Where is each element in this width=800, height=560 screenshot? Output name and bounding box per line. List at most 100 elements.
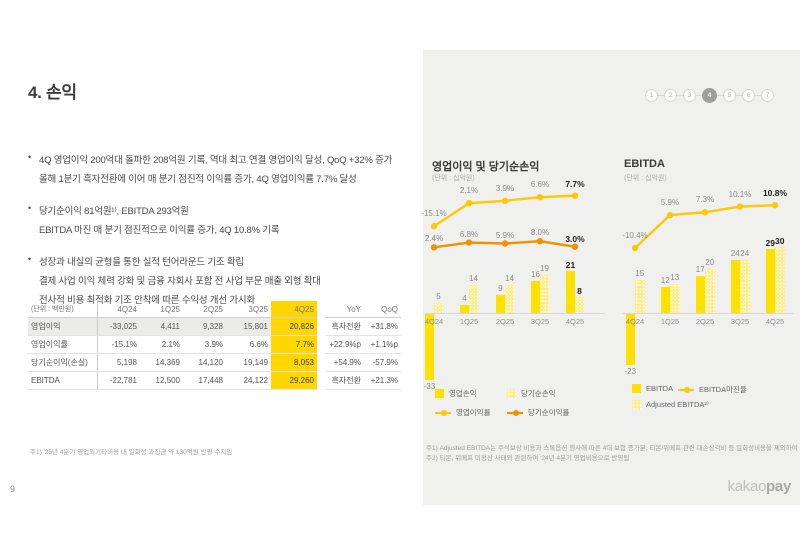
x-axis-label: 1Q25 <box>459 317 479 326</box>
footnote-line: 주1) Adjusted EBITDA는 주식보상 비용과 스톡옵션 행사에 따… <box>426 445 800 452</box>
chart-title: 영업이익 및 당기순손익 <box>432 161 540 173</box>
legend-label: 영업이익률 <box>456 408 491 417</box>
value-cell: 20,826 <box>271 317 317 336</box>
bar-2Q25 <box>505 285 514 313</box>
orange-line-marker-icon <box>507 409 523 416</box>
bar-value-label: 24 <box>730 249 740 259</box>
financial-table: (단위 : 백만원) 4Q24 1Q25 2Q25 3Q25 4Q25 YoY QoQ 영업이익… <box>28 301 401 390</box>
value-cell: 17,448 <box>183 371 226 390</box>
bullet-line: 당기순이익 81억원¹⁾, EBITDA 293억원 <box>39 206 189 217</box>
line-point-label: 2.1% <box>459 186 479 196</box>
legend-label: EBITDA마진율 <box>699 385 747 394</box>
bullet-line: EBITDA 마진 매 분기 점진적으로 이익률 증가, 4Q 10.8% 기록 <box>39 225 280 236</box>
value-cell: -33,025 <box>96 317 140 336</box>
legend-label: 당기순손익 <box>521 389 556 398</box>
table-spacer <box>317 318 326 336</box>
pagination-connector <box>696 95 702 96</box>
bar-value-label: 13 <box>670 273 680 283</box>
pagination-dot-6[interactable]: 6 <box>742 89 755 102</box>
bar-value-label: 19 <box>540 264 549 273</box>
column-header: QoQ <box>364 301 401 318</box>
line-point-label: 7.7% <box>565 178 585 189</box>
bar-4Q25 <box>775 247 785 313</box>
table-spacer <box>317 336 326 354</box>
table-spacer <box>317 354 326 372</box>
solid-bar-swatch-icon <box>632 384 641 393</box>
qoq-cell: +1.1%p <box>364 335 401 354</box>
pattern-bar-swatch-icon <box>507 389 516 398</box>
pagination-dot-1[interactable]: 1 <box>645 89 658 102</box>
row-label: 당기순이익(손실) <box>28 353 97 372</box>
bar-value-label: -23 <box>624 366 637 376</box>
logo-pay-text: pay <box>766 478 791 495</box>
yoy-cell: 흑자전환 <box>326 317 364 336</box>
line-point-label: 7.3% <box>695 195 715 205</box>
legend-label: EBITDA <box>646 384 674 393</box>
table-row: 당기순이익(손실) 5,198 14,369 14,120 19,149 8,053 +54… <box>28 353 401 372</box>
line-point-label: 3.9% <box>495 183 515 193</box>
line-point-label: 3.0% <box>565 233 585 244</box>
x-axis-label: 3Q25 <box>530 317 550 326</box>
value-cell: 9,328 <box>183 317 226 336</box>
legend-item: EBITDA마진율 <box>678 384 747 395</box>
value-cell: 3.9% <box>183 335 226 354</box>
bar-value-label: 17 <box>695 264 705 274</box>
x-axis-line <box>622 313 794 314</box>
pagination-dot-4[interactable]: 4 <box>702 88 717 103</box>
line-series-svg <box>430 192 579 251</box>
kakaopay-logo: kakaopay <box>728 478 792 495</box>
pagination-connector <box>755 95 761 96</box>
quarterly-financials-table: (단위 : 백만원) 4Q24 1Q25 2Q25 3Q25 4Q25 YoY QoQ 영업이익… <box>28 301 401 390</box>
bar-value-label: 14 <box>469 274 478 283</box>
bar-3Q25 <box>540 275 549 313</box>
x-axis-label: 3Q25 <box>730 317 750 326</box>
value-cell: -15.1% <box>96 335 140 354</box>
bar-4Q24 <box>434 303 443 313</box>
value-cell: 29,260 <box>271 371 317 390</box>
table-row: 영업이익 -33,025 4,411 9,328 15,801 20,826 흑자전환 +31… <box>28 317 401 336</box>
yoy-cell: +54.9% <box>326 353 364 372</box>
table-spacer <box>317 372 326 390</box>
pagination-connector <box>677 95 683 96</box>
yellow-line-marker-icon <box>435 409 451 416</box>
value-cell: 7.7% <box>271 335 317 354</box>
bar-4Q25 <box>765 249 775 313</box>
chart-plot-area: 4Q24 1Q25 2Q25 3Q25 4Q25 -23 12 17 24 29 15 13 20 24 3… <box>622 150 800 440</box>
bar-value-label: 14 <box>505 274 514 283</box>
line-point-label: 5.9% <box>495 230 515 240</box>
bar-1Q25 <box>469 285 478 313</box>
pagination-dot-7[interactable]: 7 <box>761 89 774 102</box>
pagination-dot-5[interactable]: 5 <box>723 89 736 102</box>
pagination-connector <box>717 95 723 96</box>
x-axis-label: 4Q24 <box>625 317 645 326</box>
column-header: 2Q25 <box>183 301 226 318</box>
line-point-label: 6.6% <box>530 180 550 190</box>
value-cell: 4,411 <box>140 317 183 336</box>
table-unit-label: (단위 : 백만원) <box>28 301 97 318</box>
bar-value-label: 15 <box>635 269 645 278</box>
x-axis-label: 2Q25 <box>495 317 515 326</box>
yellow-line-marker-icon <box>678 386 694 393</box>
legend-item: EBITDA <box>632 384 673 393</box>
line-point-label: -10.4% <box>622 231 648 240</box>
footnote-line: 주2) 티몬, 위메프 미정산 사태와 관련하여 '24년 4분기 영업비용으로… <box>426 455 630 462</box>
bar-3Q25 <box>730 260 740 313</box>
x-axis-label: 4Q24 <box>424 317 444 326</box>
x-axis-label: 2Q25 <box>695 317 715 326</box>
page-number: 9 <box>10 484 16 494</box>
bar-4Q24 <box>635 280 645 313</box>
x-axis-label: 4Q25 <box>765 317 785 326</box>
bar-2Q25 <box>705 269 715 313</box>
pagination-dot-3[interactable]: 3 <box>683 89 696 102</box>
table-spacer <box>317 301 326 318</box>
table-row: EBITDA -22,781 12,500 17,448 24,122 29,260 흑자전… <box>28 371 401 390</box>
yoy-cell: +22.9%p <box>326 335 364 354</box>
x-axis-line <box>425 313 605 314</box>
pagination-dot-2[interactable]: 2 <box>664 89 677 102</box>
table-header-row: (단위 : 백만원) 4Q24 1Q25 2Q25 3Q25 4Q25 YoY QoQ <box>28 301 401 318</box>
bar-value-label: -33 <box>423 382 436 391</box>
line-point-label: 10.1% <box>728 189 752 199</box>
bar-value-label: 16 <box>531 270 540 279</box>
